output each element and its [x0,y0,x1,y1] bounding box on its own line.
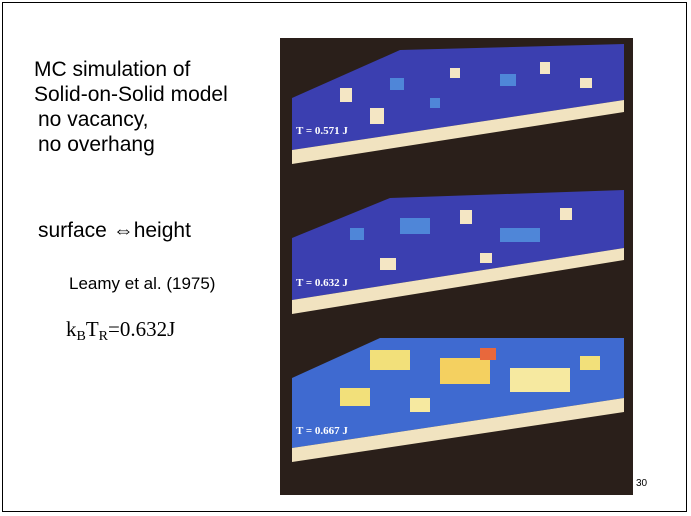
figure-label: T = 0.571 J [296,125,348,137]
formula-part: T [86,317,99,341]
formula-sub: B [77,329,86,344]
page-number: 30 [636,478,647,489]
figure-label: T = 0.632 J [296,277,348,289]
simulation-figure: T = 0.571 J T = 0.632 J T = 0.667 J [280,38,633,495]
title-line: no overhang [38,132,155,157]
formula-part: k [66,317,77,341]
slide: MC simulation of Solid-on-Solid model no… [0,0,691,516]
surface-height: surface ⇔height [38,218,191,243]
title-line: Solid-on-Solid model [34,82,228,107]
title-line: MC simulation of [34,57,190,82]
title-line: no vacancy, [38,107,149,132]
formula-part: =0.632J [108,317,175,341]
citation: Leamy et al. (1975) [69,274,215,294]
figure-label: T = 0.667 J [296,425,348,437]
formula-sub: R [99,329,108,344]
formula: kBTR=0.632J [66,317,175,345]
